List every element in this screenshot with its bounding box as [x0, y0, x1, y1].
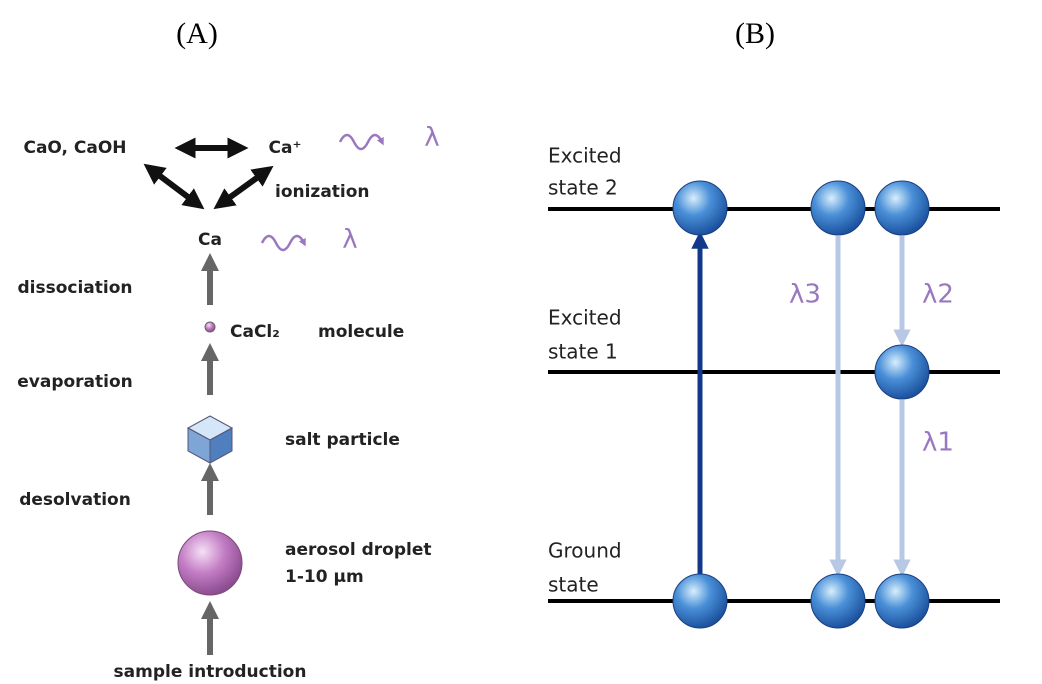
salt-cube	[188, 416, 232, 463]
molecule-icon	[205, 322, 215, 332]
atom	[875, 574, 929, 628]
step-label: ionization	[275, 182, 370, 202]
arrow	[222, 172, 265, 203]
transition-label: λ3	[789, 280, 821, 310]
arrow	[152, 170, 196, 203]
atom	[811, 574, 865, 628]
step-label: evaporation	[17, 372, 133, 392]
transition-label: λ1	[922, 428, 954, 458]
species-label: salt particle	[285, 430, 400, 450]
emission-wave	[340, 135, 382, 149]
atom	[811, 181, 865, 235]
species-label: aerosol droplet	[285, 540, 432, 560]
species-label: CaCl₂	[230, 322, 280, 342]
atom	[875, 181, 929, 235]
species-label: CaO, CaOH	[23, 138, 126, 158]
emission-wave	[262, 236, 304, 250]
panel-label: (A)	[176, 17, 218, 50]
panel-label: (B)	[735, 17, 775, 50]
level-label: Excited	[548, 306, 622, 330]
species-label: Ca	[198, 230, 222, 250]
atom	[875, 345, 929, 399]
atom	[673, 574, 727, 628]
species-label: 1-10 µm	[285, 567, 364, 587]
level-label: Excited	[548, 144, 622, 168]
level-label: state 1	[548, 340, 618, 364]
step-label: dissociation	[17, 278, 132, 298]
step-label: desolvation	[19, 490, 131, 510]
level-label: state 2	[548, 176, 618, 200]
transition-label: λ2	[922, 280, 954, 310]
level-label: Ground	[548, 539, 622, 563]
emission-label: λ	[424, 123, 439, 153]
figure: (A) CaO, CaOH Ca⁺ λ ionization Ca λ diss…	[0, 0, 1042, 684]
species-label: Ca⁺	[269, 138, 302, 158]
species-label: molecule	[318, 322, 404, 342]
level-label: state	[548, 573, 599, 597]
emission-label: λ	[342, 225, 357, 255]
droplet-icon	[178, 531, 242, 595]
atom	[673, 181, 727, 235]
step-label: sample introduction	[114, 662, 307, 682]
atoms	[673, 181, 929, 628]
